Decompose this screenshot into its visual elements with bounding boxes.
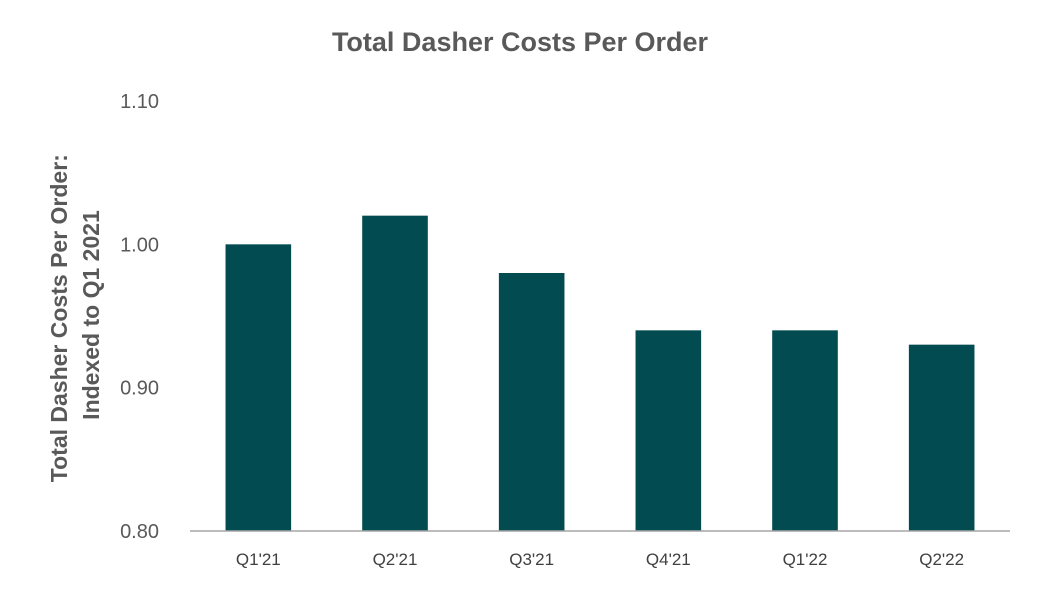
chart-title: Total Dasher Costs Per Order	[332, 27, 709, 57]
bar	[772, 330, 838, 531]
bar	[362, 215, 428, 531]
x-tick-label: Q2'22	[919, 550, 964, 569]
y-tick-label: 1.10	[120, 91, 159, 113]
y-axis-ticks: 0.80 0.90 1.00 1.10	[120, 91, 159, 543]
x-tick-label: Q1'21	[236, 550, 281, 569]
x-tick-label: Q3'21	[509, 550, 554, 569]
y-tick-label: 0.90	[120, 378, 159, 400]
bar	[498, 273, 565, 531]
x-tick-label: Q4'21	[646, 550, 691, 569]
bar	[635, 330, 702, 531]
y-axis-label: Total Dasher Costs Per Order: Indexed to…	[46, 148, 104, 482]
bars	[225, 215, 975, 532]
y-axis-label-line-2: Indexed to Q1 2021	[78, 210, 104, 420]
x-axis-ticks: Q1'21 Q2'21 Q3'21 Q4'21 Q1'22 Q2'22	[236, 550, 964, 569]
x-tick-label: Q1'22	[783, 550, 828, 569]
bar	[225, 244, 292, 532]
x-tick-label: Q2'21	[373, 550, 418, 569]
y-tick-label: 1.00	[120, 234, 159, 256]
y-tick-label: 0.80	[120, 521, 159, 543]
bar	[908, 344, 975, 531]
y-axis-label-line-1: Total Dasher Costs Per Order:	[46, 154, 72, 482]
